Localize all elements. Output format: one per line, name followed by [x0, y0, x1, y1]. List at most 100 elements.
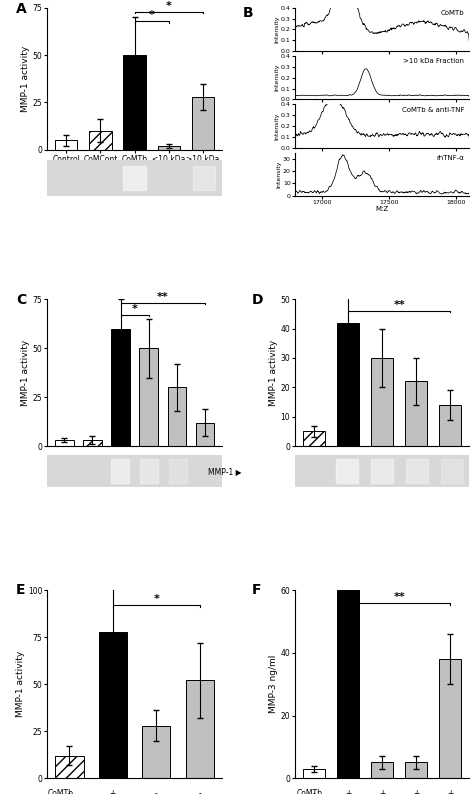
Text: +: +: [413, 455, 419, 464]
Text: IL-1Ra ng/ml: IL-1Ra ng/ml: [297, 474, 345, 483]
Text: -: -: [63, 455, 66, 464]
Bar: [336, 459, 358, 483]
Bar: [140, 459, 158, 483]
Bar: [441, 459, 463, 483]
Text: -: -: [198, 789, 201, 794]
Text: >10 kDa Fraction: >10 kDa Fraction: [403, 58, 464, 64]
Bar: [111, 329, 130, 446]
Text: CoMTb: CoMTb: [297, 455, 323, 464]
Bar: [55, 440, 73, 446]
Bar: [169, 459, 187, 483]
Text: **: **: [157, 292, 168, 303]
Text: *: *: [149, 10, 155, 21]
Text: -: -: [68, 789, 71, 794]
Text: +: +: [413, 789, 419, 794]
Bar: [371, 762, 393, 778]
Text: -: -: [312, 474, 315, 483]
Bar: [405, 762, 427, 778]
Bar: [167, 387, 186, 446]
Y-axis label: Intensity: Intensity: [274, 64, 280, 91]
Text: +: +: [118, 455, 124, 464]
Bar: [191, 97, 214, 150]
Y-axis label: MMP-1 activity: MMP-1 activity: [269, 340, 278, 406]
Text: 100: 100: [443, 474, 457, 483]
Text: +: +: [146, 455, 152, 464]
Text: -: -: [346, 474, 349, 483]
Text: Anti-TNF μg/ml: Anti-TNF μg/ml: [50, 474, 107, 483]
Bar: [139, 348, 158, 446]
Y-axis label: MMP-3 ng/ml: MMP-3 ng/ml: [269, 655, 278, 713]
Bar: [124, 56, 146, 150]
Text: *: *: [153, 595, 159, 604]
Text: *: *: [166, 1, 172, 11]
Text: +: +: [345, 789, 351, 794]
Text: 1: 1: [380, 474, 384, 483]
Bar: [303, 431, 325, 446]
Text: +: +: [173, 455, 180, 464]
Text: CoMTb & anti-TNF: CoMTb & anti-TNF: [401, 106, 464, 113]
Bar: [186, 680, 214, 778]
Bar: [90, 131, 111, 150]
Text: C: C: [16, 293, 26, 307]
Text: *: *: [132, 304, 137, 314]
Bar: [337, 590, 359, 778]
Bar: [196, 422, 214, 446]
Y-axis label: MMP-1 activity: MMP-1 activity: [21, 46, 30, 112]
Y-axis label: MMP-1 activity: MMP-1 activity: [16, 651, 25, 717]
Text: CoMTb: CoMTb: [297, 789, 323, 794]
Y-axis label: Intensity: Intensity: [274, 112, 280, 140]
Text: +: +: [379, 455, 385, 464]
Y-axis label: Intensity: Intensity: [276, 160, 282, 188]
Text: A: A: [16, 2, 27, 16]
Text: -: -: [91, 474, 94, 483]
Text: +: +: [379, 789, 385, 794]
Text: +: +: [447, 789, 454, 794]
Text: 0.01: 0.01: [140, 474, 157, 483]
Text: -: -: [91, 455, 94, 464]
Bar: [142, 726, 170, 778]
Bar: [371, 459, 393, 483]
Text: B: B: [243, 6, 253, 20]
Y-axis label: Intensity: Intensity: [274, 16, 280, 43]
Bar: [193, 166, 216, 191]
Text: -: -: [119, 474, 122, 483]
Text: CoMTb: CoMTb: [440, 10, 464, 16]
Text: MMP-1 ▶: MMP-1 ▶: [208, 467, 241, 476]
Text: Fraction: Fraction: [170, 178, 201, 187]
Bar: [111, 459, 129, 483]
Text: +: +: [109, 789, 116, 794]
Bar: [83, 440, 101, 446]
Bar: [337, 322, 359, 446]
Text: 1.0: 1.0: [199, 474, 210, 483]
Text: F: F: [251, 583, 261, 597]
Bar: [157, 146, 180, 150]
Text: E: E: [16, 583, 26, 597]
X-axis label: M:Z: M:Z: [375, 206, 389, 212]
Bar: [55, 141, 77, 150]
Text: CoMTb: CoMTb: [48, 789, 74, 794]
Text: 10: 10: [411, 474, 421, 483]
Text: -: -: [63, 474, 66, 483]
Bar: [123, 166, 146, 191]
Text: 0.1: 0.1: [171, 474, 182, 483]
Text: +: +: [345, 455, 351, 464]
Y-axis label: MMP-1 activity: MMP-1 activity: [21, 340, 30, 406]
Bar: [439, 405, 461, 446]
Text: **: **: [393, 592, 405, 602]
Bar: [55, 756, 83, 778]
Text: -: -: [312, 455, 315, 464]
Bar: [439, 659, 461, 778]
Text: rhTNF-α: rhTNF-α: [436, 155, 464, 161]
Text: CoMTb: CoMTb: [50, 455, 76, 464]
Bar: [371, 358, 393, 446]
Text: D: D: [251, 293, 263, 307]
Text: +: +: [201, 455, 208, 464]
Bar: [303, 769, 325, 778]
Text: **: **: [393, 300, 405, 310]
Bar: [405, 381, 427, 446]
Text: +: +: [447, 455, 454, 464]
Bar: [99, 631, 127, 778]
Text: -: -: [312, 789, 315, 794]
Bar: [406, 459, 428, 483]
Text: -: -: [155, 789, 158, 794]
